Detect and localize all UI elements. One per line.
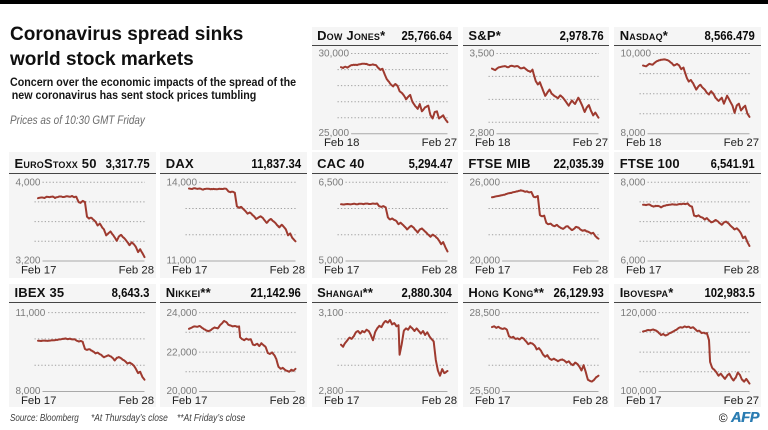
svg-text:6,500: 6,500: [318, 178, 343, 189]
svg-text:Feb 28: Feb 28: [119, 265, 154, 277]
svg-text:8,000: 8,000: [621, 178, 646, 189]
svg-text:11,000: 11,000: [167, 256, 197, 267]
svg-text:Feb 28: Feb 28: [724, 265, 759, 277]
svg-text:Feb 27: Feb 27: [573, 137, 608, 149]
svg-text:Feb 18: Feb 18: [626, 137, 661, 149]
svg-text:100,000: 100,000: [621, 386, 658, 397]
svg-text:22,000: 22,000: [167, 347, 198, 358]
svg-text:3,500: 3,500: [469, 49, 494, 60]
svg-text:10,000: 10,000: [621, 49, 652, 60]
svg-text:Feb 28: Feb 28: [573, 265, 608, 277]
svg-text:20,000: 20,000: [469, 256, 500, 267]
svg-text:Feb 18: Feb 18: [324, 137, 359, 149]
svg-text:28,500: 28,500: [469, 308, 500, 319]
svg-text:14,000: 14,000: [167, 178, 198, 189]
svg-text:2,800: 2,800: [318, 386, 343, 397]
svg-text:Feb 27: Feb 27: [724, 395, 759, 407]
svg-text:Feb 17: Feb 17: [626, 265, 661, 277]
svg-text:24,000: 24,000: [167, 308, 198, 319]
svg-text:3,200: 3,200: [16, 256, 41, 267]
svg-text:Feb 27: Feb 27: [724, 137, 759, 149]
svg-text:Feb 17: Feb 17: [21, 265, 56, 277]
svg-text:Feb 17: Feb 17: [324, 395, 359, 407]
svg-text:25,000: 25,000: [318, 128, 349, 139]
svg-text:Feb 17: Feb 17: [172, 395, 207, 407]
svg-text:20,000: 20,000: [167, 386, 198, 397]
svg-text:Feb 17: Feb 17: [475, 395, 510, 407]
svg-text:4,000: 4,000: [16, 178, 41, 189]
svg-text:Feb 28: Feb 28: [421, 265, 456, 277]
svg-text:Feb 17: Feb 17: [626, 395, 661, 407]
svg-text:5,000: 5,000: [318, 256, 343, 267]
svg-text:6,000: 6,000: [621, 256, 646, 267]
svg-text:8,000: 8,000: [621, 128, 646, 139]
svg-text:Feb 28: Feb 28: [573, 395, 608, 407]
svg-text:Feb 28: Feb 28: [119, 395, 154, 407]
svg-text:Feb 18: Feb 18: [475, 137, 510, 149]
svg-text:2,800: 2,800: [469, 128, 494, 139]
svg-text:3,100: 3,100: [318, 308, 343, 319]
svg-text:Feb 28: Feb 28: [421, 395, 456, 407]
svg-text:Feb 28: Feb 28: [270, 265, 305, 277]
svg-text:Feb 17: Feb 17: [324, 265, 359, 277]
svg-text:25,500: 25,500: [469, 386, 500, 397]
svg-text:11,000: 11,000: [15, 308, 45, 319]
svg-text:26,000: 26,000: [469, 178, 500, 189]
svg-text:Feb 27: Feb 27: [421, 137, 456, 149]
svg-text:30,000: 30,000: [318, 49, 349, 60]
svg-text:Feb 17: Feb 17: [21, 395, 56, 407]
svg-text:8,000: 8,000: [15, 386, 40, 397]
svg-text:Feb 28: Feb 28: [270, 395, 305, 407]
svg-text:Feb 17: Feb 17: [475, 265, 510, 277]
svg-text:120,000: 120,000: [621, 308, 658, 319]
svg-text:Feb 17: Feb 17: [172, 265, 207, 277]
